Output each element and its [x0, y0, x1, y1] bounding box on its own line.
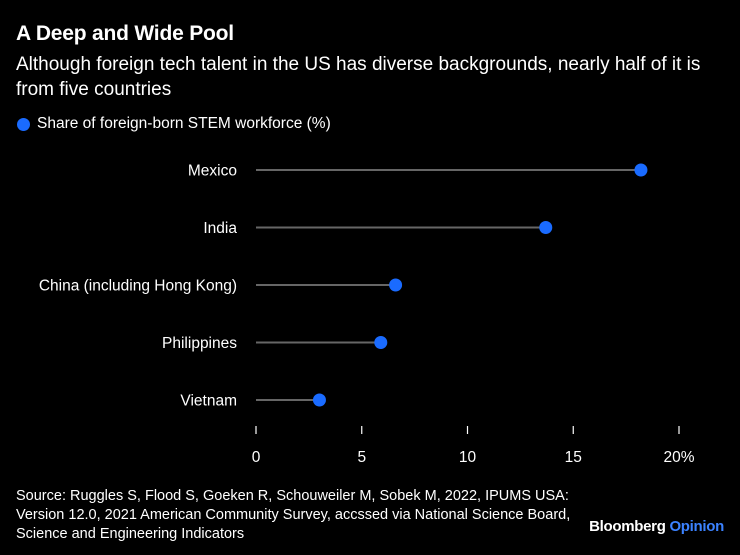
x-tick-label-0: 0 — [252, 449, 261, 466]
x-tick-label-3: 15 — [565, 449, 582, 466]
data-point-1 — [539, 221, 553, 234]
category-label-1: India — [203, 220, 237, 237]
x-tick-label-1: 5 — [357, 449, 366, 466]
legend-dot-icon — [17, 117, 30, 131]
data-point-2 — [389, 278, 403, 292]
brand-suffix: Opinion — [669, 518, 724, 535]
brand-name: Bloomberg — [589, 518, 666, 535]
category-label-3: Philippines — [162, 335, 237, 352]
source-note: Source: Ruggles S, Flood S, Goeken R, Sc… — [16, 488, 571, 542]
chart-subtitle: Although foreign tech talent in the US h… — [16, 54, 701, 100]
legend: Share of foreign-born STEM workforce (%) — [17, 115, 331, 133]
data-point-3 — [374, 336, 388, 349]
category-label-2: China (including Hong Kong) — [39, 278, 237, 295]
data-point-4 — [312, 393, 326, 407]
data-point-0 — [634, 163, 648, 177]
chart-title: A Deep and Wide Pool — [16, 22, 234, 45]
legend-label: Share of foreign-born STEM workforce (%) — [37, 115, 331, 132]
x-tick-label-2: 10 — [459, 449, 477, 466]
category-label-0: Mexico — [188, 163, 237, 180]
brand-logo: Bloomberg Opinion — [589, 518, 724, 535]
category-label-4: Vietnam — [180, 393, 237, 410]
x-tick-label-4: 20% — [663, 449, 694, 466]
